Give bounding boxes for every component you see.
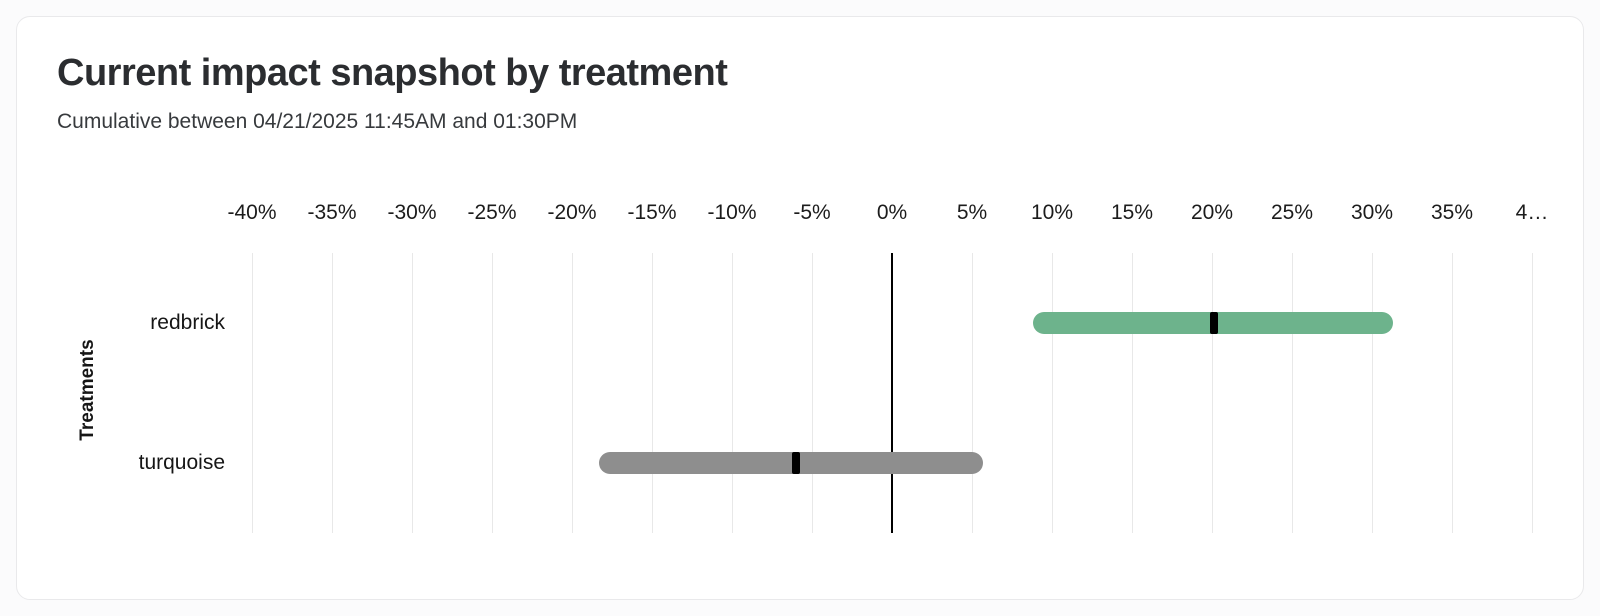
midpoint-marker-redbrick bbox=[1209, 312, 1218, 334]
gridline-40 bbox=[1531, 253, 1533, 533]
y-axis-title: Treatments bbox=[77, 339, 98, 441]
gridline-30 bbox=[1371, 253, 1373, 533]
category-label-turquoise: turquoise bbox=[138, 451, 225, 474]
gridline-10 bbox=[1051, 253, 1053, 533]
range-bar-turquoise[interactable] bbox=[599, 452, 984, 474]
gridline--40 bbox=[251, 253, 253, 533]
zero-axis-line bbox=[891, 253, 893, 533]
x-tick-label--30: -30% bbox=[387, 201, 437, 224]
gridline--5 bbox=[811, 253, 813, 533]
gridline-25 bbox=[1291, 253, 1293, 533]
x-tick-label-35: 35% bbox=[1430, 201, 1474, 224]
x-tick-label-0: 0% bbox=[876, 201, 908, 224]
gridline--10 bbox=[731, 253, 733, 533]
midpoint-marker-turquoise bbox=[792, 452, 800, 474]
gridline-5 bbox=[971, 253, 973, 533]
x-tick-label--10: -10% bbox=[707, 201, 757, 224]
gridline-15 bbox=[1131, 253, 1133, 533]
chart-subtitle: Cumulative between 04/21/2025 11:45AM an… bbox=[57, 110, 578, 133]
x-tick-label--25: -25% bbox=[467, 201, 517, 224]
gridline-35 bbox=[1451, 253, 1453, 533]
x-tick-label-5: 5% bbox=[956, 201, 988, 224]
gridline-20 bbox=[1211, 253, 1213, 533]
x-tick-label--5: -5% bbox=[793, 201, 831, 224]
category-label-redbrick: redbrick bbox=[150, 311, 225, 334]
x-tick-label--35: -35% bbox=[307, 201, 357, 224]
x-tick-label-15: 15% bbox=[1110, 201, 1154, 224]
x-tick-label-25: 25% bbox=[1270, 201, 1314, 224]
gridline--35 bbox=[331, 253, 333, 533]
chart-card bbox=[16, 16, 1584, 600]
x-tick-label-10: 10% bbox=[1030, 201, 1074, 224]
x-tick-label-30: 30% bbox=[1350, 201, 1394, 224]
x-tick-label--20: -20% bbox=[547, 201, 597, 224]
x-tick-label-20: 20% bbox=[1190, 201, 1234, 224]
gridline--25 bbox=[491, 253, 493, 533]
gridline--20 bbox=[571, 253, 573, 533]
gridline--30 bbox=[411, 253, 413, 533]
chart-title: Current impact snapshot by treatment bbox=[57, 52, 728, 94]
x-tick-label--15: -15% bbox=[627, 201, 677, 224]
x-tick-label-40: 4… bbox=[1515, 201, 1549, 224]
gridline--15 bbox=[651, 253, 653, 533]
x-tick-label--40: -40% bbox=[227, 201, 277, 224]
